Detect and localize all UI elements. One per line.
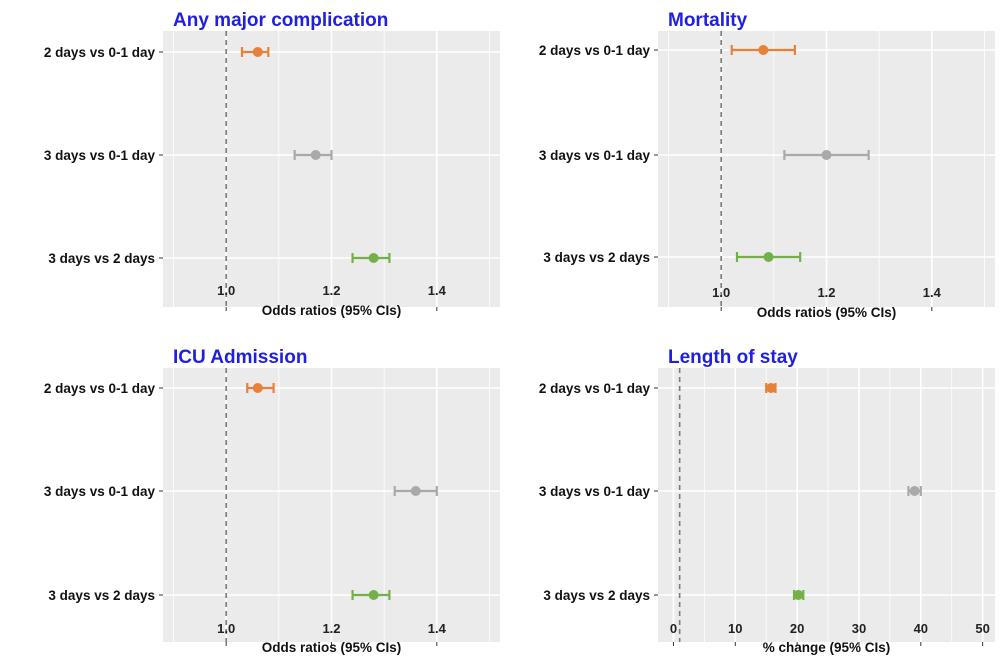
x-tick-label: 0 (670, 621, 677, 636)
category-label: 3 days vs 2 days (543, 588, 650, 603)
point-estimate (821, 150, 832, 160)
category-label: 3 days vs 2 days (48, 251, 155, 266)
x-axis-label: Odds ratios (95% CIs) (262, 303, 402, 318)
panel-title: Any major complication (173, 10, 388, 31)
x-tick-label: 1.4 (428, 621, 447, 636)
x-tick-label: 1.4 (923, 285, 942, 300)
x-tick-label: 1.2 (322, 621, 340, 636)
point-estimate (410, 486, 421, 496)
category-label: 3 days vs 2 days (543, 250, 650, 265)
forest-panel: Any major complication 2 days vs 0-1 day 3… (44, 10, 500, 318)
point-estimate (368, 253, 379, 263)
x-tick-label: 1.2 (322, 283, 340, 298)
x-tick-label: 1.0 (712, 285, 730, 300)
category-label: 2 days vs 0-1 day (539, 43, 651, 58)
x-tick-label: 10 (728, 621, 742, 636)
category-label: 3 days vs 0-1 day (539, 484, 651, 499)
point-estimate (758, 45, 769, 55)
panel-title: Length of stay (668, 347, 798, 368)
category-label: 3 days vs 0-1 day (44, 148, 156, 163)
category-label: 2 days vs 0-1 day (539, 381, 651, 396)
x-tick-label: 40 (914, 621, 928, 636)
forest-panel: Mortality 2 days vs 0-1 day 3 days vs 0-1 … (539, 10, 995, 320)
category-label: 2 days vs 0-1 day (44, 45, 156, 60)
panel-background (658, 368, 995, 642)
x-axis-label: Odds ratios (95% CIs) (262, 640, 402, 655)
point-estimate (793, 590, 804, 600)
category-label: 3 days vs 0-1 day (539, 148, 651, 163)
category-label: 2 days vs 0-1 day (44, 381, 156, 396)
category-label: 3 days vs 0-1 day (44, 484, 156, 499)
x-tick-label: 30 (852, 621, 866, 636)
point-estimate (252, 383, 263, 393)
category-label: 3 days vs 2 days (48, 588, 155, 603)
x-axis-label: Odds ratios (95% CIs) (757, 305, 897, 320)
point-estimate (766, 383, 777, 393)
x-tick-label: 1.0 (217, 283, 235, 298)
x-tick-label: 20 (790, 621, 804, 636)
x-axis-label: % change (95% CIs) (763, 640, 891, 655)
point-estimate (368, 590, 379, 600)
point-estimate (252, 47, 263, 57)
point-estimate (909, 486, 920, 496)
point-estimate (763, 252, 774, 262)
x-tick-label: 1.2 (817, 285, 835, 300)
panel-title: ICU Admission (173, 347, 307, 368)
point-estimate (310, 150, 321, 160)
forest-panel: ICU Admission 2 days vs 0-1 day 3 days vs … (44, 347, 500, 655)
panel-title: Mortality (668, 10, 748, 31)
x-tick-label: 50 (975, 621, 989, 636)
x-tick-label: 1.0 (217, 621, 235, 636)
x-tick-label: 1.4 (428, 283, 447, 298)
forest-panel: Length of stay 2 days vs 0-1 day 3 days vs… (539, 347, 995, 655)
